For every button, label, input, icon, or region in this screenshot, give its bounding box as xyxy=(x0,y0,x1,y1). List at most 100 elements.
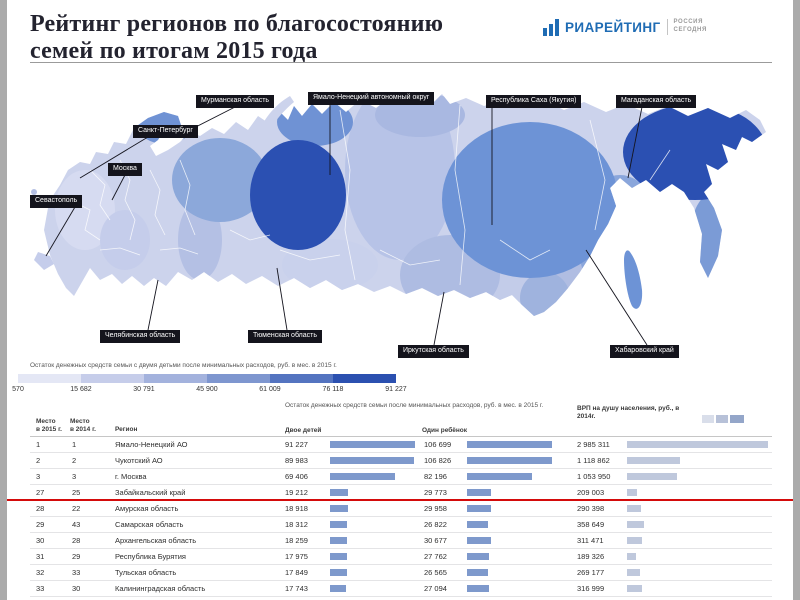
logo-divider xyxy=(666,19,668,35)
vrp-value: 269 177 xyxy=(577,568,605,577)
rank-2015-cell: 28 xyxy=(36,504,45,513)
vrp-bar xyxy=(627,457,680,464)
rank-2015-cell: 3 xyxy=(36,472,41,481)
two-children-value: 91 227 xyxy=(285,440,308,449)
legend-tick-label: 76 118 xyxy=(322,386,344,393)
two-children-bar xyxy=(330,537,347,544)
header-vrp: ВРП на душу населения, руб., в 2014г. xyxy=(559,402,772,436)
vrp-bar xyxy=(627,489,637,496)
two-children-value: 89 983 xyxy=(285,456,308,465)
map-region-label: Ямало-Ненецкий автономный округ xyxy=(308,92,435,105)
legend-gradient-bar xyxy=(18,374,396,383)
vrp-bar-track xyxy=(627,565,772,580)
map-region-label: Тюменская область xyxy=(248,330,322,343)
title-divider-rule xyxy=(30,62,772,63)
vrp-value: 1 053 950 xyxy=(577,472,611,481)
crimea-region xyxy=(34,252,54,270)
map-region-label: Мурманская область xyxy=(196,95,275,108)
one-child-bar-track xyxy=(467,517,559,532)
bar-scale-icon xyxy=(702,415,744,423)
header-rank-2014: Место в 2014 г. xyxy=(70,417,96,433)
legend-color-segment xyxy=(333,374,396,383)
map-region-label: Санкт-Петербург xyxy=(133,125,198,138)
one-child-bar xyxy=(467,521,489,528)
map-region-label: Москва xyxy=(108,163,142,176)
two-children-bar xyxy=(330,569,347,576)
rank-2015-cell: 27 xyxy=(36,488,45,497)
vrp-value: 316 999 xyxy=(577,584,605,593)
map-islands xyxy=(31,96,643,309)
rank-2014-cell: 3 xyxy=(72,472,77,481)
table-row: 27 25 Забайкальский край 19 212 29 773 209 00… xyxy=(0,485,800,501)
rating-table: Место в 2015 г. Место в 2014 г. Регион О… xyxy=(0,402,800,597)
header-region: Регион xyxy=(115,425,138,433)
vrp-bar-track xyxy=(627,533,772,548)
map-region-label: Иркутская область xyxy=(398,345,469,358)
one-child-value: 82 196 xyxy=(424,472,447,481)
one-child-bar-track xyxy=(467,469,559,484)
russia-map-area: Мурманская область Ямало-Ненецкий автоном… xyxy=(0,90,800,362)
two-children-bar xyxy=(330,553,347,560)
vrp-value: 1 118 862 xyxy=(577,456,610,465)
two-children-bar-track xyxy=(330,437,422,452)
vrp-bar xyxy=(627,473,677,480)
one-child-bar xyxy=(467,473,533,480)
one-child-bar xyxy=(467,569,489,576)
rank-2014-cell: 30 xyxy=(72,584,81,593)
one-child-bar-track xyxy=(467,437,559,452)
header-vrp-text: ВРП на душу населения, руб., в 2014г. xyxy=(577,405,680,421)
rank-2015-cell: 30 xyxy=(36,536,45,545)
region-name-cell: Республика Бурятия xyxy=(115,552,186,561)
one-child-bar-track xyxy=(467,581,559,596)
two-children-value: 17 849 xyxy=(285,568,308,577)
novaya-zemlya-island xyxy=(258,96,294,138)
map-region-label: Магаданская область xyxy=(616,95,697,108)
kaliningrad-region xyxy=(31,189,37,195)
ria-rating-bars-icon xyxy=(543,18,559,36)
two-children-value: 18 918 xyxy=(285,504,308,513)
vrp-bar xyxy=(627,553,636,560)
header-rank-2015: Место в 2015 г. xyxy=(36,417,62,433)
region-name-cell: г. Москва xyxy=(115,472,147,481)
one-child-value: 106 699 xyxy=(424,440,452,449)
map-legend: Остаток денежных средств семьи с двумя д… xyxy=(12,362,448,396)
table-row: 1 1 Ямало-Ненецкий АО 91 227 106 699 2 985 31… xyxy=(30,437,772,453)
rank-2015-cell: 29 xyxy=(36,520,45,529)
two-children-bar-track xyxy=(330,533,422,548)
one-child-value: 29 773 xyxy=(424,488,447,497)
rank-2014-cell: 22 xyxy=(72,504,81,513)
two-children-bar-track xyxy=(330,565,422,580)
two-children-bar xyxy=(330,505,348,512)
vrp-bar xyxy=(627,441,768,448)
table-row: 33 30 Калининградская область 17 743 27 094 3… xyxy=(30,581,772,597)
vrp-bar xyxy=(627,537,642,544)
one-child-bar xyxy=(467,537,492,544)
two-children-value: 17 975 xyxy=(285,552,308,561)
legend-color-segment xyxy=(18,374,81,383)
header-one-child: Один ребёнок xyxy=(422,427,468,434)
two-children-value: 19 212 xyxy=(285,488,308,497)
one-child-bar xyxy=(467,585,489,592)
rank-2015-cell: 2 xyxy=(36,456,41,465)
russia-choropleth-map xyxy=(31,94,766,346)
page-edge-right xyxy=(793,0,800,600)
header-balance-group: Остаток денежных средств семьи после мин… xyxy=(285,402,559,436)
two-children-bar-track xyxy=(330,517,422,532)
rank-2014-cell: 2 xyxy=(72,456,77,465)
vrp-bar-track xyxy=(627,469,772,484)
ria-rating-brand-text: РИАРЕЙТИНГ xyxy=(565,19,661,35)
vrp-bar xyxy=(627,521,644,528)
rank-2015-cell: 32 xyxy=(36,568,45,577)
vrp-value: 209 003 xyxy=(577,488,605,497)
legend-tick-label: 45 900 xyxy=(196,386,218,393)
one-child-bar xyxy=(467,553,490,560)
page-title-line1: Рейтинг регионов по благосостоянию xyxy=(30,11,444,37)
vrp-bar-track xyxy=(627,517,772,532)
region-name-cell: Тульская область xyxy=(115,568,177,577)
legend-tick-label: 570 xyxy=(12,386,24,393)
legend-ticks: 570 15 682 30 791 45 900 61 009 76 118 91 227 xyxy=(12,386,407,396)
two-children-value: 69 406 xyxy=(285,472,308,481)
one-child-value: 29 958 xyxy=(424,504,447,513)
one-child-bar xyxy=(467,457,552,464)
two-children-bar-track xyxy=(330,501,422,516)
